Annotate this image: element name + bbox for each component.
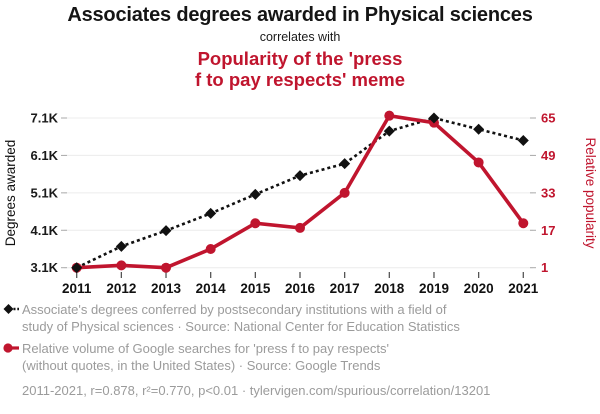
black-diamond-dotted-line-icon [3, 304, 19, 314]
diamond-marker [517, 134, 529, 146]
x-axis-year-label: 2012 [106, 281, 136, 296]
correlates-with-label: correlates with [259, 30, 341, 44]
x-axis-year-label: 2014 [196, 281, 227, 296]
legend-text-degrees: Associate's degrees conferred by postsec… [22, 301, 460, 335]
x-axis-year-label: 2017 [330, 281, 360, 296]
series-line-circle [76, 113, 525, 270]
diamond-marker [249, 188, 261, 200]
left-axis-tick-label: 5.1K [31, 185, 59, 200]
x-axis-year-label: 2019 [419, 281, 449, 296]
left-axis-tick-label: 7.1K [31, 111, 59, 126]
line-chart: 3.1K 1 4.1K 17 5.1K 33 6.1K 49 7.1K 65 2011 2012 201… [3, 110, 598, 297]
chart-subtitle: Popularity of the 'press f to pay respec… [194, 48, 406, 90]
diamond-marker [339, 158, 351, 170]
right-axis-tick-label: 33 [541, 185, 555, 200]
diamond-marker [294, 170, 306, 182]
x-axis-year-label: 2021 [508, 281, 539, 296]
diamond-marker [115, 240, 127, 252]
circle-marker [518, 218, 529, 229]
circle-marker [384, 110, 395, 121]
legend-row-degrees: Associate's degrees conferred by postsec… [3, 301, 460, 335]
x-axis-year-label: 2016 [285, 281, 316, 296]
legend-meme-line1: Relative volume of Google searches for '… [22, 341, 389, 356]
legend-degrees-line2: study of Physical sciences · Source: Nat… [22, 319, 460, 334]
circle-marker [161, 262, 172, 273]
right-axis-tick-label: 49 [541, 148, 555, 163]
legend-meme-line2: (without quotes, in the United States) ·… [22, 358, 381, 373]
circle-marker [339, 187, 350, 198]
diamond-marker [160, 225, 172, 237]
diamond-marker [71, 262, 83, 274]
diamond-marker [428, 112, 440, 124]
left-axis-tick-label: 4.1K [31, 223, 59, 238]
stats-and-source-line: 2011-2021, r=0.878, r²=0.770, p<0.01 · t… [22, 383, 491, 398]
page-title: Associates degrees awarded in Physical s… [67, 4, 533, 26]
legend-row-meme: Relative volume of Google searches for '… [3, 340, 389, 374]
circle-marker [250, 218, 261, 229]
left-axis-tick-label: 6.1K [31, 148, 59, 163]
circle-marker [205, 243, 216, 254]
diamond-marker [205, 207, 217, 219]
red-circle-solid-line-icon [3, 343, 19, 353]
legend-text-meme: Relative volume of Google searches for '… [22, 340, 389, 374]
right-axis-tick-label: 1 [541, 260, 548, 275]
right-axis-tick-label: 65 [541, 111, 555, 126]
circle-marker [116, 260, 127, 271]
x-axis-year-label: 2018 [374, 281, 405, 296]
diamond-marker [383, 125, 395, 137]
circle-marker [295, 222, 305, 233]
x-axis-year-label: 2013 [151, 281, 182, 296]
circle-marker [473, 157, 484, 168]
diamond-marker [473, 123, 485, 135]
legend-degrees-line1: Associate's degrees conferred by postsec… [22, 302, 447, 317]
x-axis-year-label: 2011 [62, 281, 92, 296]
left-axis-tick-label: 3.1K [31, 260, 59, 275]
right-axis-title: Relative popularity [583, 137, 598, 248]
x-axis-year-label: 2015 [240, 281, 271, 296]
left-axis-title: Degrees awarded [3, 140, 18, 247]
right-axis-tick-label: 17 [541, 223, 555, 238]
x-axis-year-label: 2020 [464, 281, 494, 296]
